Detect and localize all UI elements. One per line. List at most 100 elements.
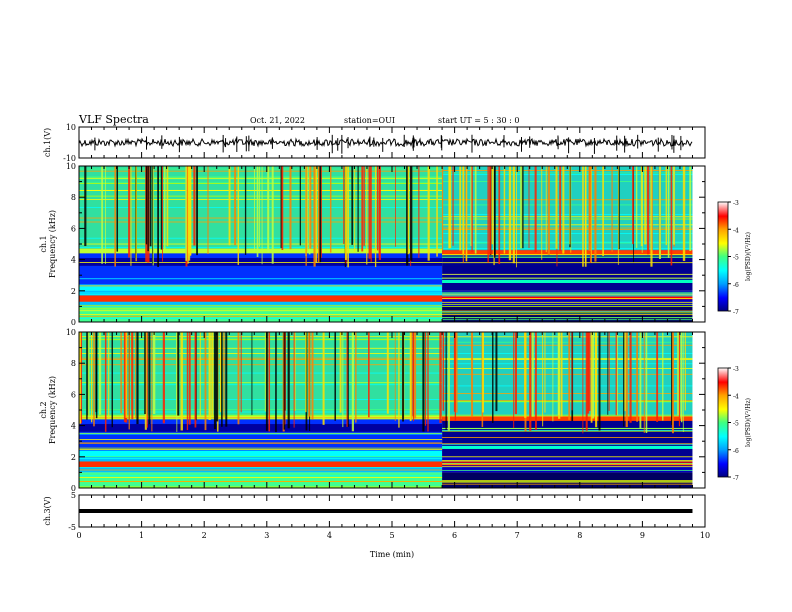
noise-line [442,393,693,395]
sferic-line [144,332,146,415]
noise-line [442,172,693,174]
noise-line [442,357,693,359]
sferic-line [492,332,494,423]
noise-line [79,304,443,306]
noise-line [442,385,693,387]
y-tick-label: 10 [66,123,76,132]
noise-line [79,237,443,239]
sferic-line [414,332,417,419]
noise-line [442,427,693,429]
sferic-line [487,166,489,263]
noise-line [442,461,693,462]
noise-line [79,414,443,416]
noise-line [79,466,443,468]
sferic-line [452,166,454,246]
noise-line [79,364,443,366]
noise-line [442,255,693,257]
noise-line [79,293,443,295]
sferic-line [418,166,420,258]
noise-line [442,233,693,234]
sferic-line [436,166,438,257]
y-tick-label: 4 [71,256,76,265]
sferic-line [503,166,506,254]
sferic-line [644,166,647,245]
sferic-line [101,166,103,264]
sferic-line [629,332,632,423]
noise-line [79,382,443,384]
noise-line [442,293,693,295]
sferic-line [152,166,154,266]
noise-line [442,224,693,226]
sferic-line [635,166,638,248]
sferic-line [351,166,354,245]
y-tick-label: 5 [71,491,76,500]
sferic-line [366,166,368,265]
colorbar-tick-label: -4 [733,393,739,400]
sferic-line [491,166,494,245]
sferic-line [355,332,357,423]
sferic-line [568,332,571,420]
sferic-line [448,166,452,249]
noise-line [79,336,443,338]
y-axis-label: Frequency (kHz) [48,210,57,278]
noise-line [79,469,443,471]
sferic-line [670,166,673,266]
noise-line [442,303,693,305]
sferic-line [555,166,558,249]
band-red-left [79,461,443,468]
band-upper-left [79,166,443,251]
sferic-line [462,166,465,255]
sferic-line [105,166,106,264]
x-tick-label: 6 [452,531,457,540]
sferic-line [116,166,119,252]
band-red-left [79,295,443,302]
sferic-line [684,332,686,411]
sferic-line [120,332,122,414]
sferic-line [309,166,312,249]
sferic-line [343,166,345,245]
colorbar-tick-label: -7 [733,475,739,482]
sferic-line [617,166,619,265]
chart-title: VLF Spectra [79,113,149,126]
band-dark-left [79,424,443,432]
sferic-line [149,166,152,247]
sferic-line [495,332,498,412]
sferic-line [189,166,192,256]
sferic-line [588,332,591,412]
sferic-line [427,332,429,432]
sferic-line [598,332,601,431]
band-line-right [442,279,693,283]
sferic-line [148,332,151,425]
sferic-line [347,332,349,427]
noise-line [442,227,693,229]
sferic-line [406,166,409,266]
noise-line [442,469,693,471]
sferic-line [424,332,427,426]
noise-line [442,443,693,445]
sferic-line [315,166,318,263]
sferic-line [569,166,571,245]
noise-line [442,437,693,438]
sferic-line [682,166,686,262]
sferic-line [471,166,473,253]
noise-line [442,254,693,255]
sferic-line [671,332,674,434]
sferic-line [636,332,639,422]
noise-line [442,401,693,402]
noise-line [442,344,693,346]
sferic-line [453,332,456,412]
sferic-line [125,332,127,418]
sferic-line [376,166,379,251]
sferic-line [180,332,183,431]
sferic-line [188,332,191,425]
sferic-line [346,332,348,427]
sferic-line [618,166,620,250]
sferic-line [594,166,597,262]
band-low-left [79,472,443,488]
noise-line [79,314,443,315]
noise-line [442,416,693,417]
sferic-line [317,166,320,263]
sferic-line [557,332,560,415]
waveform-ch1 [78,134,693,154]
band-dark-left [79,258,443,266]
